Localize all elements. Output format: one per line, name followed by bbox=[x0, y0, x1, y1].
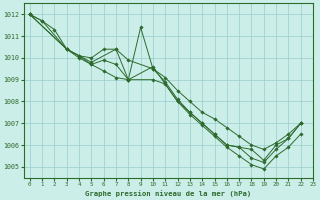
X-axis label: Graphe pression niveau de la mer (hPa): Graphe pression niveau de la mer (hPa) bbox=[85, 190, 252, 197]
